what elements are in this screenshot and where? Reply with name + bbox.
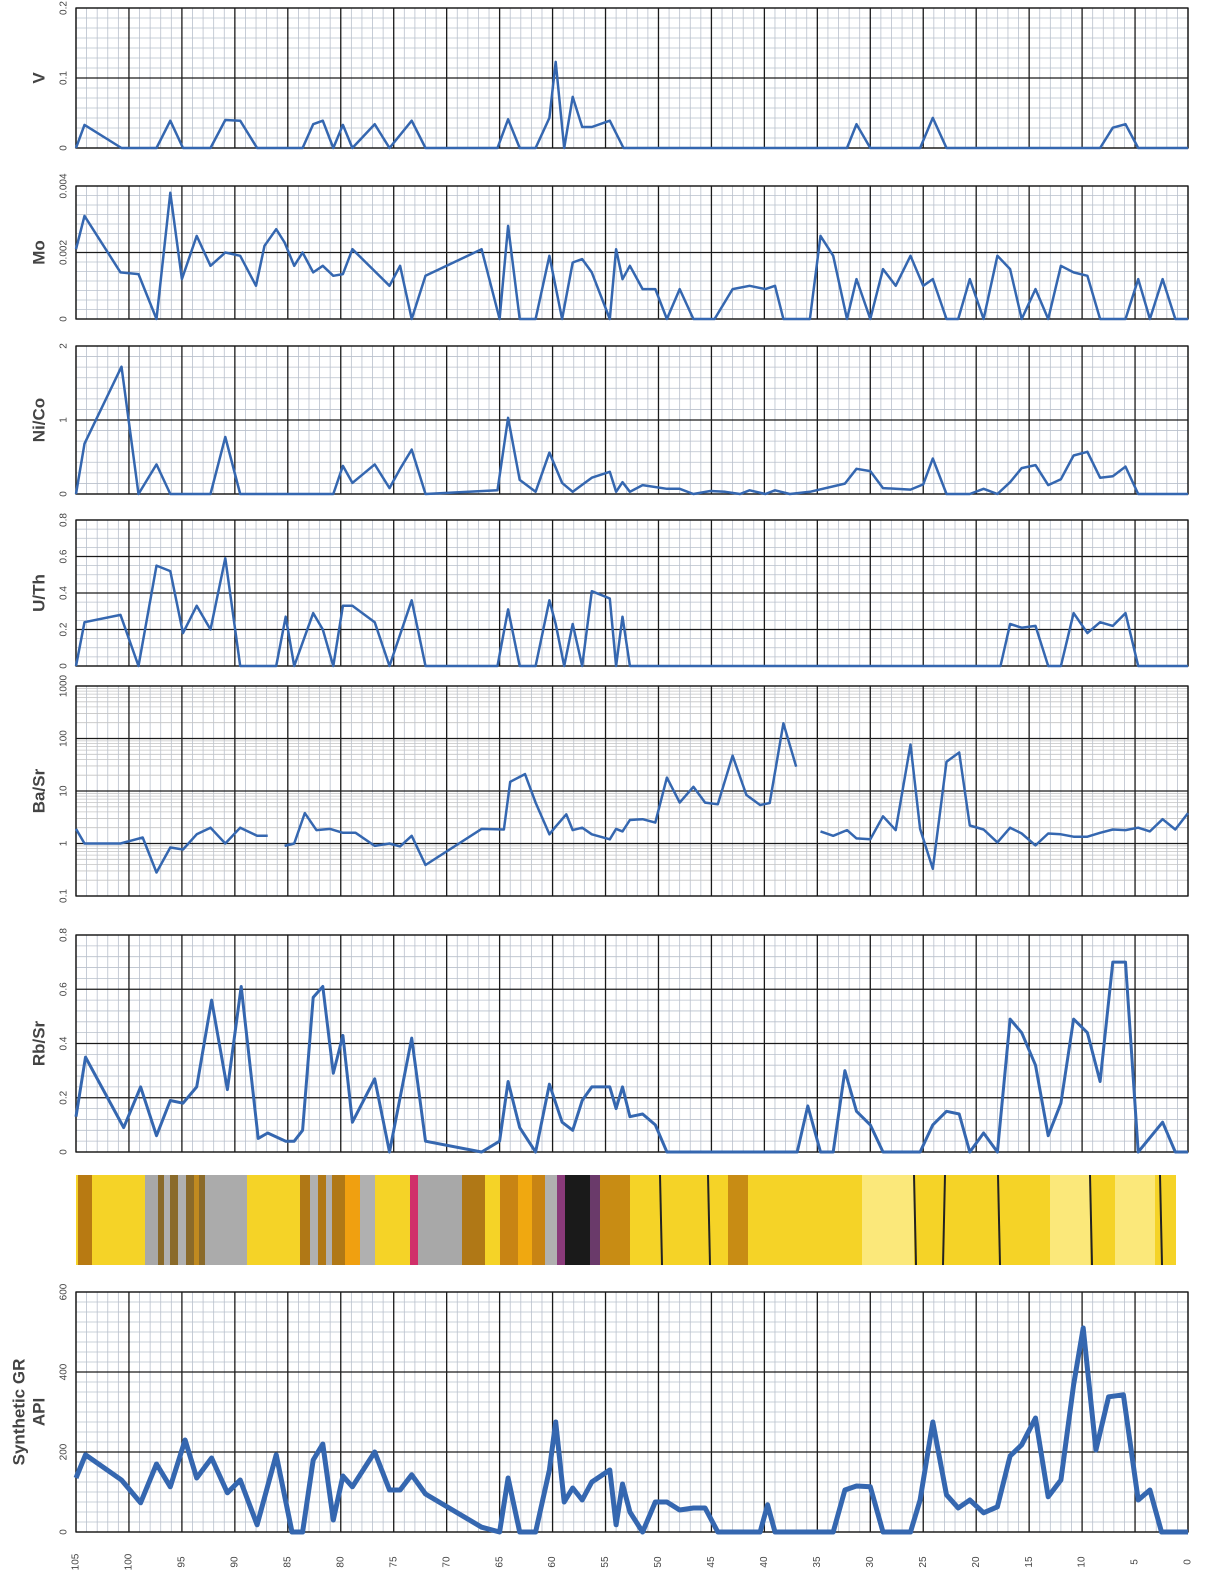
y-axis-label: Ni/Co <box>29 398 48 442</box>
y-axis-label: V <box>29 72 48 84</box>
y-tick-label: 0.2 <box>59 1 70 15</box>
litho-bed <box>590 1175 600 1265</box>
x-tick-label: 60 <box>547 1556 558 1568</box>
y-tick-label: 0.4 <box>59 586 70 600</box>
x-tick-label: 0 <box>1183 1559 1194 1565</box>
x-tick-label: 25 <box>918 1556 929 1568</box>
litho-bed <box>310 1175 318 1265</box>
y-tick-label: 1000 <box>59 674 70 697</box>
y-tick-label: 0.1 <box>59 71 70 85</box>
y-tick-label: 0.8 <box>59 928 70 942</box>
litho-bed <box>178 1175 186 1265</box>
litho-bed <box>78 1175 92 1265</box>
y-tick-label: 200 <box>59 1443 70 1460</box>
x-tick-label: 85 <box>282 1556 293 1568</box>
litho-bed <box>164 1175 170 1265</box>
litho-bed <box>462 1175 485 1265</box>
x-tick-label: 40 <box>759 1556 770 1568</box>
y-tick-label: 10 <box>59 785 70 797</box>
litho-bed <box>326 1175 332 1265</box>
x-tick-label: 20 <box>971 1556 982 1568</box>
y-tick-label: 0.002 <box>59 240 70 265</box>
x-tick-label: 65 <box>494 1556 505 1568</box>
y-tick-label: 0.2 <box>59 622 70 636</box>
panel: 0 0.2 0.4 0.6 0.8 U/Th <box>29 513 1188 669</box>
litho-bed <box>1050 1175 1090 1265</box>
y-tick-label: 400 <box>59 1363 70 1380</box>
y-tick-label: 0.4 <box>59 1036 70 1050</box>
litho-bed <box>360 1175 375 1265</box>
y-axis-label: API <box>29 1398 48 1426</box>
y-tick-label: 0.6 <box>59 982 70 996</box>
y-tick-label: 0 <box>59 1529 70 1535</box>
litho-bed <box>410 1175 418 1265</box>
panel: 0.1 1 10 100 1000 Ba/Sr <box>29 674 1188 903</box>
panel: 0 0.2 0.4 0.6 0.8 Rb/Sr <box>29 928 1188 1155</box>
x-tick-label: 105 <box>71 1553 82 1570</box>
litho-bed <box>518 1175 532 1265</box>
y-tick-label: 0 <box>59 316 70 322</box>
y-axis-label: Rb/Sr <box>29 1020 48 1066</box>
x-tick-label: 10 <box>1077 1556 1088 1568</box>
litho-bed <box>565 1175 590 1265</box>
panel: 0 0.002 0.004 Mo <box>29 173 1188 322</box>
litho-bed <box>1115 1175 1155 1265</box>
litho-bed <box>862 1175 914 1265</box>
litho-bed <box>345 1175 360 1265</box>
litho-bed <box>194 1175 199 1265</box>
x-tick-label: 100 <box>124 1553 135 1570</box>
lithology-column <box>76 1175 1176 1265</box>
x-tick-label: 45 <box>706 1556 717 1568</box>
panel: 0 1 2 Ni/Co <box>29 343 1188 497</box>
x-tick-label: 90 <box>229 1556 240 1568</box>
y-tick-label: 0 <box>59 663 70 669</box>
x-tick-label: 30 <box>865 1556 876 1568</box>
litho-bed <box>545 1175 557 1265</box>
y-tick-label: 0.004 <box>59 173 70 198</box>
y-axis-label: U/Th <box>29 574 48 612</box>
y-axis-label: Synthetic GR <box>9 1359 28 1466</box>
litho-bed <box>205 1175 247 1265</box>
y-tick-label: 0 <box>59 145 70 151</box>
y-tick-label: 0 <box>59 1149 70 1155</box>
litho-bed <box>145 1175 158 1265</box>
y-tick-label: 0.6 <box>59 549 70 563</box>
y-tick-label: 100 <box>59 730 70 747</box>
chart: 00.10.2V00.0020.004Mo012Ni/Co00.20.40.60… <box>0 0 1208 1586</box>
x-tick-label: 55 <box>600 1556 611 1568</box>
litho-bed <box>600 1175 630 1265</box>
x-tick-label: 5 <box>1130 1559 1141 1565</box>
y-tick-label: 0.1 <box>59 889 70 903</box>
litho-bed <box>418 1175 462 1265</box>
x-tick-label: 35 <box>812 1556 823 1568</box>
y-axis-label: Ba/Sr <box>29 768 48 813</box>
y-tick-label: 0 <box>59 491 70 497</box>
litho-bed <box>300 1175 345 1265</box>
x-tick-label: 50 <box>653 1556 664 1568</box>
y-axis-label: Mo <box>29 240 48 265</box>
litho-bed <box>728 1175 748 1265</box>
y-tick-label: 2 <box>59 343 70 349</box>
y-tick-label: 1 <box>59 840 70 846</box>
panel: 0 0.1 0.2 V <box>29 1 1188 151</box>
x-tick-label: 95 <box>177 1556 188 1568</box>
x-tick-label: 75 <box>388 1556 399 1568</box>
litho-bed <box>557 1175 565 1265</box>
y-tick-label: 600 <box>59 1283 70 1300</box>
x-tick-label: 70 <box>441 1556 452 1568</box>
y-tick-label: 0.8 <box>59 513 70 527</box>
x-tick-label: 15 <box>1024 1556 1035 1568</box>
y-tick-label: 0.2 <box>59 1090 70 1104</box>
y-tick-label: 1 <box>59 417 70 423</box>
x-tick-label: 80 <box>335 1556 346 1568</box>
